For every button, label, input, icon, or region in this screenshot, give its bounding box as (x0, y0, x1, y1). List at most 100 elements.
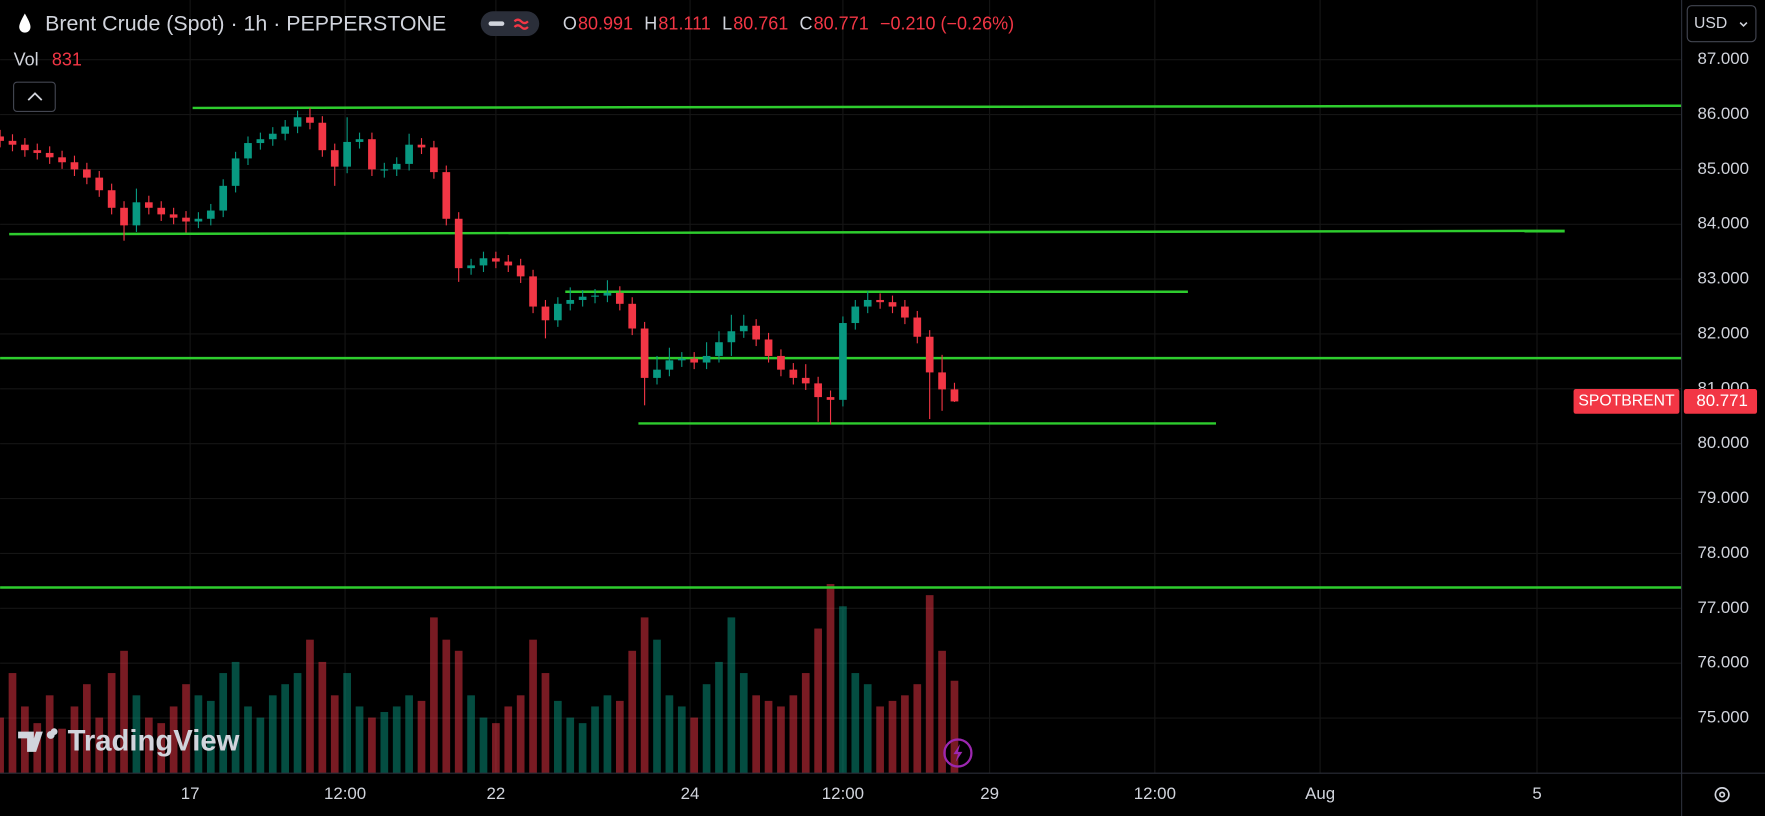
volume-bar (58, 728, 66, 774)
candle-body (504, 261, 513, 266)
candle-body (368, 139, 376, 170)
volume-bar (107, 673, 116, 774)
volume-bar (355, 706, 364, 774)
y-tick-label: 84.000 (1697, 214, 1749, 233)
ohlc-value: 80.991 (578, 14, 633, 34)
y-tick-label: 87.000 (1697, 49, 1749, 68)
collapse-icon (27, 92, 43, 101)
volume-bar (677, 706, 686, 774)
candle-body (182, 217, 190, 222)
volume-bar (368, 717, 376, 774)
volume-bar (392, 706, 401, 774)
candle-body (380, 169, 389, 171)
volume-bar (801, 673, 810, 774)
candle-body (70, 162, 79, 170)
candle-body (851, 306, 860, 324)
x-tick-label: 5 (1532, 784, 1541, 803)
y-tick-label: 82.000 (1697, 323, 1749, 342)
settings-button[interactable] (1714, 787, 1730, 803)
candle-body (715, 342, 723, 356)
ohlc-value: 81.111 (658, 14, 710, 34)
volume-bar (764, 700, 773, 774)
symbol-tag-bg (1573, 389, 1680, 414)
level-lines (0, 104, 1682, 589)
candle-body (430, 147, 438, 173)
candle-body (603, 292, 612, 296)
candle-body (343, 141, 351, 167)
volume-bar (826, 584, 835, 774)
volume-bar (603, 695, 612, 774)
candle-body (492, 258, 500, 262)
candle-body (281, 126, 290, 134)
volume-bar (913, 684, 922, 774)
currency-button[interactable] (1686, 5, 1757, 43)
volume-bar (330, 695, 339, 774)
x-tick-label: 17 (181, 784, 200, 803)
candle-body (33, 150, 42, 153)
ohlc-key: L (722, 14, 732, 34)
candle-body (739, 325, 748, 332)
candle-body (566, 299, 575, 304)
dropdown-icon (1739, 21, 1748, 28)
candle-body (839, 323, 847, 400)
volume-bar (281, 684, 290, 774)
collapse-button[interactable] (13, 81, 56, 112)
candle-body (132, 202, 141, 226)
candle-body (888, 302, 897, 307)
volume-bar (876, 706, 884, 774)
candle-body (752, 325, 761, 340)
volume-bar (901, 695, 909, 774)
alert-button[interactable] (943, 738, 973, 768)
ohlc-key: O (563, 14, 577, 34)
candle-body (690, 358, 699, 363)
volume-bar (615, 700, 624, 774)
change-value: −0.210 (−0.26%) (880, 14, 1014, 34)
volume-bar (182, 684, 190, 774)
volume-bar (467, 695, 475, 774)
candle-body (863, 299, 872, 307)
candle-body (950, 389, 959, 402)
volume-bar (343, 673, 351, 774)
candle-body (405, 144, 413, 164)
candle-body (777, 355, 785, 370)
volume-bar (690, 717, 699, 774)
candle-body (318, 122, 327, 151)
candle-body (268, 133, 277, 140)
volume-bar (219, 673, 228, 774)
candle-body (702, 355, 711, 363)
volume-bar (529, 639, 537, 774)
candle-body (169, 214, 178, 218)
candle-body (194, 218, 203, 222)
y-tick-label: 86.000 (1697, 104, 1749, 123)
volume-bar (566, 717, 575, 774)
volume-bar (318, 661, 327, 774)
candle-body (541, 306, 550, 321)
candle-body (219, 185, 228, 211)
alert-icon (953, 743, 963, 762)
volume-bar (70, 706, 79, 774)
candle-body (467, 265, 475, 269)
volume-bar (653, 639, 661, 774)
volume-bar (628, 650, 637, 774)
y-tick-label: 80.000 (1697, 433, 1749, 452)
candle-body (578, 296, 587, 300)
x-tick-label: 12:00 (324, 784, 366, 803)
logo-dot (46, 731, 55, 739)
volume-bar (95, 717, 104, 774)
y-tick-label: 79.000 (1697, 488, 1749, 507)
volume-bar (925, 595, 934, 774)
volume-bar (244, 706, 252, 774)
ohlc-value: 80.761 (733, 14, 788, 34)
volume-bar (789, 695, 798, 774)
volume-bar (541, 673, 550, 774)
candle-body (591, 295, 599, 297)
volume-bar (777, 706, 785, 774)
volume-bar (938, 650, 946, 774)
candle-body (144, 202, 153, 208)
volume-bar (83, 684, 91, 774)
candle-body (293, 117, 302, 127)
volume-bar (814, 628, 822, 774)
volume-label: Vol (14, 50, 39, 70)
ohlc-key: H (644, 14, 657, 34)
candle-body (677, 358, 686, 361)
